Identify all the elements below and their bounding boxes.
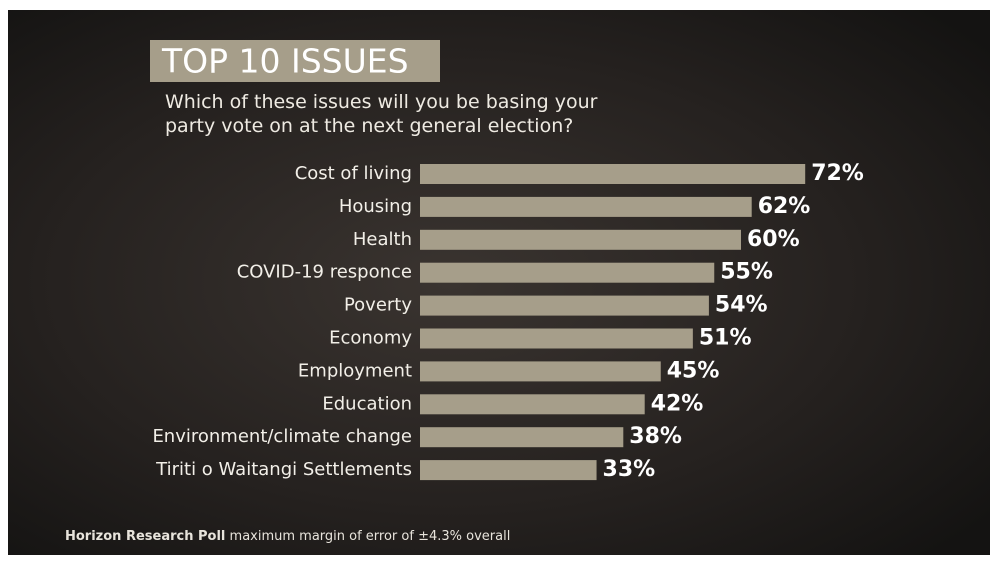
subtitle: Which of these issues will you be basing… <box>165 91 598 137</box>
bar <box>420 361 661 382</box>
category-label: Health <box>353 229 412 250</box>
category-label: Education <box>322 393 412 414</box>
value-label: 54% <box>715 293 768 318</box>
category-label: Tiriti o Waitangi Settlements <box>155 459 412 480</box>
bar <box>420 196 752 217</box>
category-label: Employment <box>298 360 412 381</box>
category-label: Environment/climate change <box>152 426 412 447</box>
chart-title: TOP 10 ISSUES <box>161 42 409 81</box>
value-label: 33% <box>603 457 656 482</box>
value-label: 51% <box>699 326 752 351</box>
value-label: 42% <box>651 391 704 416</box>
bar <box>420 262 715 283</box>
value-label: 60% <box>747 227 800 252</box>
source: Horizon Research Poll <box>65 529 225 544</box>
bar <box>420 295 709 316</box>
value-label: 72% <box>811 161 864 186</box>
bar <box>420 460 597 481</box>
note: maximum margin of error of ±4.3% overall <box>230 529 511 544</box>
value-label: 62% <box>758 194 811 219</box>
value-label: 38% <box>629 424 682 449</box>
category-label: Cost of living <box>295 163 412 184</box>
bar <box>420 427 624 448</box>
bar <box>420 229 741 250</box>
category-label: Poverty <box>344 295 412 316</box>
value-label: 55% <box>720 260 773 285</box>
title-box <box>150 40 440 82</box>
footnote: Horizon Research Poll maximum margin of … <box>65 529 510 544</box>
category-label: COVID-19 responce <box>237 262 412 283</box>
category-label: Housing <box>339 196 412 217</box>
bar <box>420 164 806 184</box>
bar <box>420 328 693 349</box>
value-label: 45% <box>667 358 720 383</box>
bar <box>420 394 645 415</box>
category-label: Economy <box>329 328 412 349</box>
